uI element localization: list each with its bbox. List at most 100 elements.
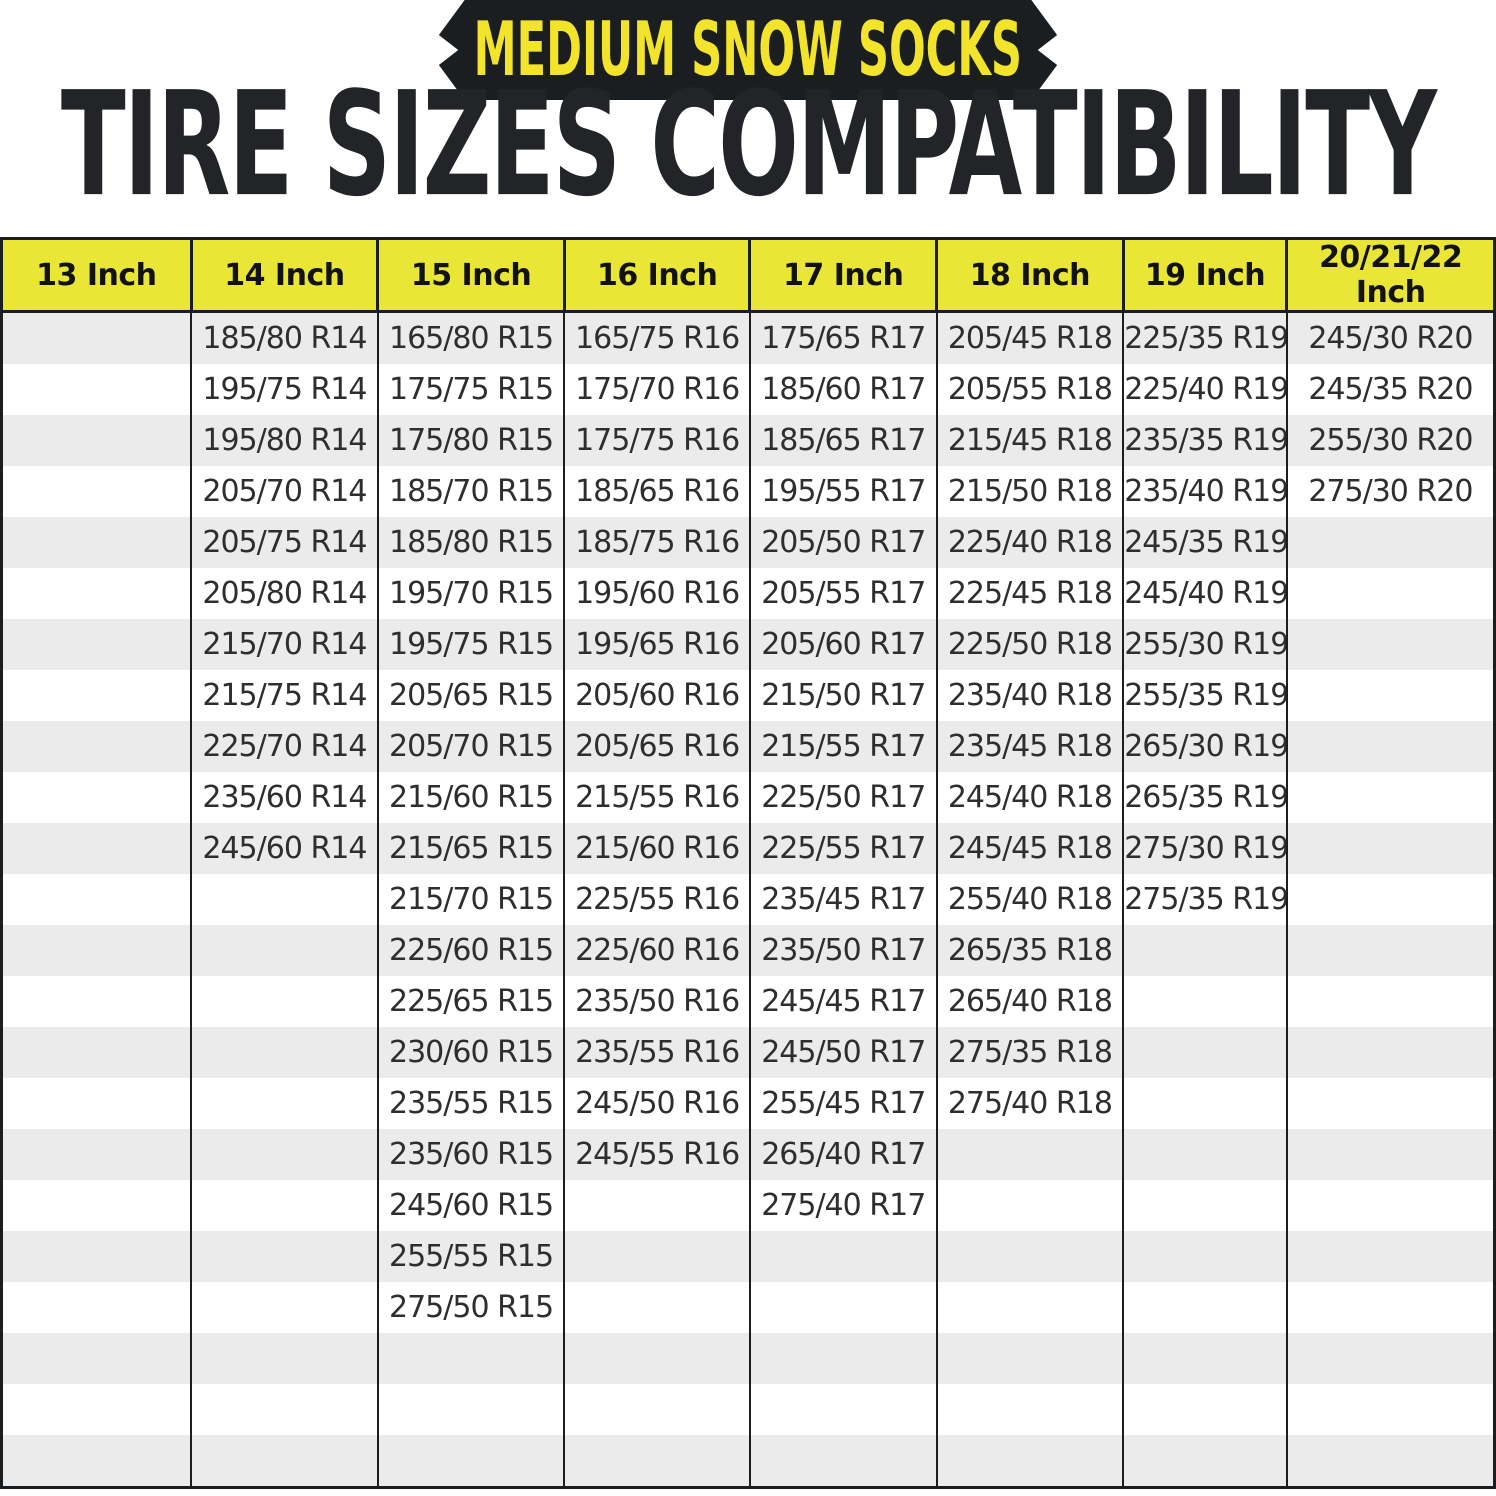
- column-header-16-inch: 16 Inch: [562, 237, 752, 313]
- 14-inch-size-cell: 195/80 R14: [190, 415, 379, 466]
- column-header-15-inch: 15 Inch: [376, 237, 566, 313]
- 20-21-22-inch-size-cell: [1285, 1333, 1496, 1384]
- 19-inch-size-cell: [1122, 1180, 1288, 1231]
- 18-inch-size-cell: 215/45 R18: [935, 415, 1125, 466]
- 13-inch-size-cell: [0, 823, 193, 874]
- 16-inch-size-cell: 245/50 R16: [563, 1078, 751, 1129]
- 14-inch-size-cell: [190, 1333, 379, 1384]
- 19-inch-size-cell: 235/35 R19: [1122, 415, 1288, 466]
- 15-inch-size-cell: [376, 1333, 566, 1384]
- 19-inch-size-cell: 265/35 R19: [1122, 772, 1288, 823]
- 17-inch-size-cell: 205/50 R17: [748, 517, 938, 568]
- 17-inch-size-cell: 205/60 R17: [748, 619, 938, 670]
- 18-inch-size-cell: 245/40 R18: [935, 772, 1125, 823]
- 17-inch-size-cell: 185/60 R17: [748, 364, 938, 415]
- page-title: TIRE SIZES COMPATIBILITY: [60, 60, 1437, 229]
- 20-21-22-inch-size-cell: [1285, 721, 1496, 772]
- column-header-17-inch: 17 Inch: [748, 237, 939, 313]
- 19-inch-size-cell: [1122, 1282, 1288, 1333]
- tire-sizes-table: 13 Inch 14 Inch 15 Inch 16 Inch 17 Inch 18 In…: [0, 237, 1496, 1489]
- 17-inch-size-cell: 245/45 R17: [748, 976, 938, 1027]
- 20-21-22-inch-size-cell: [1285, 517, 1496, 568]
- 16-inch-size-cell: 215/60 R16: [563, 823, 751, 874]
- 19-inch-size-cell: [1122, 1333, 1288, 1384]
- 18-inch-size-cell: 255/40 R18: [935, 874, 1125, 925]
- 19-inch-size-cell: [1122, 1129, 1288, 1180]
- 14-inch-size-cell: [190, 1384, 379, 1435]
- 16-inch-size-cell: 205/60 R16: [563, 670, 751, 721]
- 18-inch-size-cell: 225/45 R18: [935, 568, 1125, 619]
- 13-inch-size-cell: [0, 1333, 193, 1384]
- 19-inch-size-cell: 255/30 R19: [1122, 619, 1288, 670]
- 15-inch-size-cell: 205/70 R15: [376, 721, 566, 772]
- 20-21-22-inch-size-cell: 245/30 R20: [1285, 311, 1496, 364]
- 18-inch-size-cell: 205/55 R18: [935, 364, 1125, 415]
- table-row-23: [0, 1435, 1496, 1488]
- 14-inch-size-cell: [190, 1027, 379, 1078]
- 15-inch-size-cell: 165/80 R15: [376, 311, 566, 364]
- 14-inch-size-cell: 185/80 R14: [190, 311, 379, 364]
- table-row-15: 230/60 R15 235/55 R16 245/50 R17 275/35 R18: [0, 1027, 1496, 1078]
- 17-inch-size-cell: 175/65 R17: [748, 311, 938, 364]
- 18-inch-size-cell: [935, 1333, 1125, 1384]
- table-row-3: 195/80 R14 175/80 R15 175/75 R16 185/65 R17…: [0, 415, 1496, 466]
- 16-inch-size-cell: 195/65 R16: [563, 619, 751, 670]
- 14-inch-size-cell: 225/70 R14: [190, 721, 379, 772]
- 18-inch-size-cell: 265/35 R18: [935, 925, 1125, 976]
- 15-inch-size-cell: 195/75 R15: [376, 619, 566, 670]
- 13-inch-size-cell: [0, 466, 193, 517]
- table-row-11: 245/60 R14 215/65 R15 215/60 R16 225/55 R17…: [0, 823, 1496, 874]
- 20-21-22-inch-size-cell: [1285, 925, 1496, 976]
- column-header-20-21-22-inch: 20/21/22 Inch: [1285, 237, 1496, 313]
- table-row-6: 205/80 R14 195/70 R15 195/60 R16 205/55 R17…: [0, 568, 1496, 619]
- table-row-10: 235/60 R14 215/60 R15 215/55 R16 225/50 R17…: [0, 772, 1496, 823]
- 19-inch-size-cell: [1122, 976, 1288, 1027]
- 19-inch-size-cell: [1122, 1384, 1288, 1435]
- 20-21-22-inch-size-cell: [1285, 670, 1496, 721]
- 14-inch-size-cell: 205/75 R14: [190, 517, 379, 568]
- 15-inch-size-cell: 175/80 R15: [376, 415, 566, 466]
- column-header-13-inch: 13 Inch: [0, 237, 193, 313]
- 15-inch-size-cell: 245/60 R15: [376, 1180, 566, 1231]
- 18-inch-size-cell: 235/45 R18: [935, 721, 1125, 772]
- 13-inch-size-cell: [0, 311, 193, 364]
- 13-inch-size-cell: [0, 364, 193, 415]
- 17-inch-size-cell: 245/50 R17: [748, 1027, 938, 1078]
- 19-inch-size-cell: [1122, 1027, 1288, 1078]
- 14-inch-size-cell: [190, 925, 379, 976]
- 18-inch-size-cell: 245/45 R18: [935, 823, 1125, 874]
- 13-inch-size-cell: [0, 1027, 193, 1078]
- 16-inch-size-cell: 225/55 R16: [563, 874, 751, 925]
- 18-inch-size-cell: 275/35 R18: [935, 1027, 1125, 1078]
- column-header-14-inch: 14 Inch: [189, 237, 380, 313]
- 17-inch-size-cell: 225/50 R17: [748, 772, 938, 823]
- 13-inch-size-cell: [0, 670, 193, 721]
- 17-inch-size-cell: 235/50 R17: [748, 925, 938, 976]
- 20-21-22-inch-size-cell: [1285, 1384, 1496, 1435]
- 16-inch-size-cell: 245/55 R16: [563, 1129, 751, 1180]
- 15-inch-size-cell: 275/50 R15: [376, 1282, 566, 1333]
- 18-inch-size-cell: [935, 1231, 1125, 1282]
- 14-inch-size-cell: 195/75 R14: [190, 364, 379, 415]
- 15-inch-size-cell: 215/70 R15: [376, 874, 566, 925]
- 19-inch-size-cell: 275/30 R19: [1122, 823, 1288, 874]
- 19-inch-size-cell: 265/30 R19: [1122, 721, 1288, 772]
- 17-inch-size-cell: 215/55 R17: [748, 721, 938, 772]
- table-row-12: 215/70 R15 225/55 R16 235/45 R17 255/40 R18…: [0, 874, 1496, 925]
- 16-inch-size-cell: [563, 1384, 751, 1435]
- 19-inch-size-cell: [1122, 1435, 1288, 1488]
- 20-21-22-inch-size-cell: [1285, 1435, 1496, 1488]
- 18-inch-size-cell: 215/50 R18: [935, 466, 1125, 517]
- 17-inch-size-cell: 265/40 R17: [748, 1129, 938, 1180]
- 14-inch-size-cell: [190, 874, 379, 925]
- 14-inch-size-cell: [190, 1180, 379, 1231]
- 17-inch-size-cell: [748, 1333, 938, 1384]
- 17-inch-size-cell: [748, 1384, 938, 1435]
- table-row-19: 255/55 R15: [0, 1231, 1496, 1282]
- 18-inch-size-cell: 225/50 R18: [935, 619, 1125, 670]
- 15-inch-size-cell: [376, 1435, 566, 1488]
- table-row-5: 205/75 R14 185/80 R15 185/75 R16 205/50 R17…: [0, 517, 1496, 568]
- 19-inch-size-cell: 255/35 R19: [1122, 670, 1288, 721]
- 13-inch-size-cell: [0, 1129, 193, 1180]
- 15-inch-size-cell: 255/55 R15: [376, 1231, 566, 1282]
